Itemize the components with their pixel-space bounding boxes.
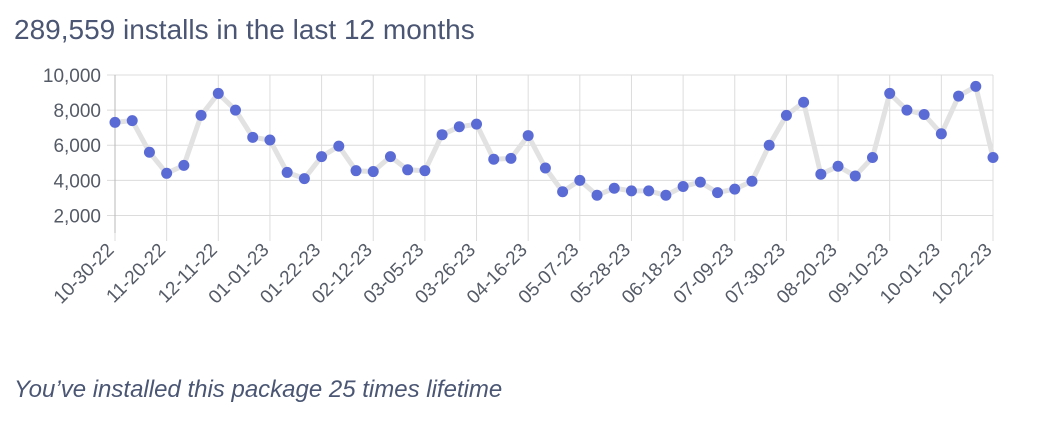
data-point[interactable] bbox=[539, 162, 551, 174]
data-point[interactable] bbox=[264, 134, 276, 146]
data-point[interactable] bbox=[230, 104, 242, 116]
y-tick-label: 4,000 bbox=[53, 171, 101, 192]
y-tick-label: 2,000 bbox=[53, 206, 101, 227]
data-point[interactable] bbox=[436, 129, 448, 141]
line-layer bbox=[112, 83, 996, 198]
data-point[interactable] bbox=[384, 151, 396, 163]
data-point[interactable] bbox=[178, 159, 190, 171]
series-line bbox=[112, 83, 996, 198]
data-point[interactable] bbox=[161, 167, 173, 179]
data-point[interactable] bbox=[832, 160, 844, 172]
data-point[interactable] bbox=[608, 182, 620, 194]
data-point[interactable] bbox=[350, 165, 362, 177]
y-tick-label: 10,000 bbox=[43, 66, 101, 87]
data-point[interactable] bbox=[574, 174, 586, 186]
data-point[interactable] bbox=[591, 189, 603, 201]
data-point[interactable] bbox=[918, 109, 930, 120]
point-layer bbox=[109, 80, 999, 201]
data-point[interactable] bbox=[953, 90, 965, 102]
data-point[interactable] bbox=[143, 146, 155, 158]
data-point[interactable] bbox=[798, 96, 810, 108]
data-point[interactable] bbox=[402, 164, 414, 176]
data-point[interactable] bbox=[453, 121, 465, 133]
data-point[interactable] bbox=[935, 128, 947, 140]
data-point[interactable] bbox=[677, 180, 689, 192]
lifetime-installs-note: You’ve installed this package 25 times l… bbox=[14, 376, 503, 403]
data-point[interactable] bbox=[987, 152, 999, 164]
data-point[interactable] bbox=[815, 168, 827, 180]
data-point[interactable] bbox=[866, 152, 878, 164]
label-layer: 10,0008,0006,0004,0002,00010-30-2211-20-… bbox=[43, 66, 997, 308]
data-point[interactable] bbox=[505, 152, 517, 164]
data-point[interactable] bbox=[694, 176, 706, 188]
y-tick-label: 6,000 bbox=[53, 136, 101, 157]
data-point[interactable] bbox=[333, 140, 345, 152]
data-point[interactable] bbox=[126, 115, 138, 127]
data-point[interactable] bbox=[643, 185, 655, 197]
data-point[interactable] bbox=[729, 183, 741, 195]
grid-layer bbox=[107, 74, 994, 241]
data-point[interactable] bbox=[109, 116, 121, 128]
data-point[interactable] bbox=[625, 185, 637, 197]
data-point[interactable] bbox=[746, 175, 758, 187]
data-point[interactable] bbox=[367, 166, 379, 178]
data-point[interactable] bbox=[660, 189, 672, 201]
data-point[interactable] bbox=[488, 153, 500, 165]
data-point[interactable] bbox=[763, 139, 775, 151]
page-title: 289,559 installs in the last 12 months bbox=[14, 14, 475, 45]
data-point[interactable] bbox=[780, 109, 792, 121]
data-point[interactable] bbox=[557, 186, 569, 198]
data-point[interactable] bbox=[712, 187, 724, 199]
data-point[interactable] bbox=[298, 173, 310, 185]
data-point[interactable] bbox=[970, 80, 982, 92]
data-point[interactable] bbox=[247, 131, 259, 143]
data-point[interactable] bbox=[901, 104, 913, 116]
data-point[interactable] bbox=[522, 130, 534, 142]
data-point[interactable] bbox=[849, 170, 861, 182]
data-point[interactable] bbox=[884, 87, 896, 99]
data-point[interactable] bbox=[316, 151, 328, 163]
data-point[interactable] bbox=[195, 109, 207, 121]
data-point[interactable] bbox=[281, 166, 293, 178]
data-point[interactable] bbox=[471, 118, 483, 130]
installs-line-chart: 10,0008,0006,0004,0002,00010-30-2211-20-… bbox=[43, 66, 999, 308]
data-point[interactable] bbox=[212, 87, 224, 99]
y-tick-label: 8,000 bbox=[53, 101, 101, 122]
data-point[interactable] bbox=[419, 165, 431, 177]
